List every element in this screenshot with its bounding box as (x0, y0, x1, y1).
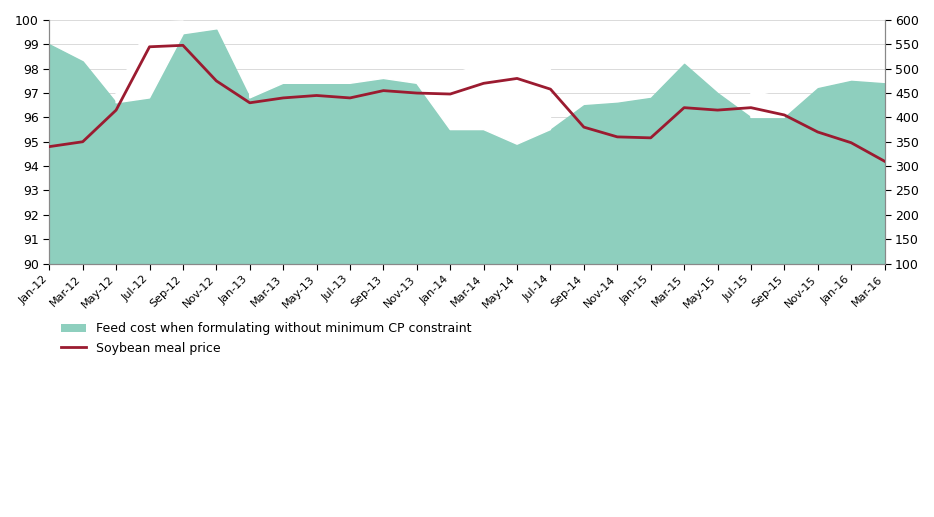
Legend: Feed cost when formulating without minimum CP constraint, Soybean meal price: Feed cost when formulating without minim… (55, 317, 476, 359)
